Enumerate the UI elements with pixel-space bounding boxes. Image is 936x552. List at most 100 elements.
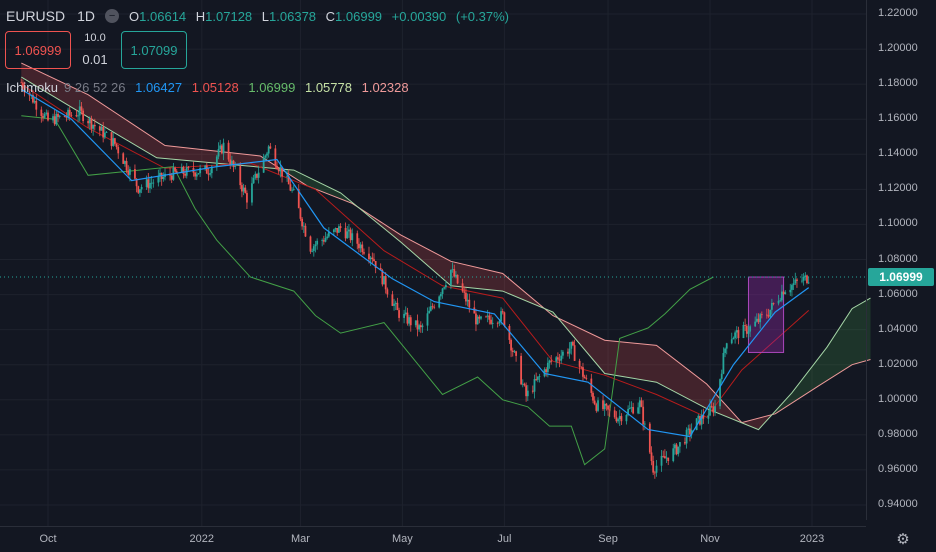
candle-body-140 — [348, 229, 350, 232]
candle-body-110 — [277, 169, 280, 172]
candle-body-218 — [531, 390, 534, 392]
candle-body-305 — [734, 332, 736, 338]
candle-body-44 — [124, 161, 126, 164]
price-tick-9: 1.04000 — [878, 322, 918, 335]
candle-body-271 — [653, 472, 656, 474]
candle-body-186 — [455, 274, 457, 277]
candle-body-150 — [371, 257, 374, 260]
candle-body-289 — [697, 415, 700, 419]
price-tick-4: 1.14000 — [878, 147, 918, 160]
candle-body-98 — [251, 183, 253, 203]
candle-body-307 — [737, 330, 740, 339]
lead-b-line — [21, 62, 871, 424]
base-line — [21, 83, 810, 418]
candle-body-84 — [217, 148, 220, 157]
candle-body-132 — [327, 231, 330, 237]
candle-body-54 — [147, 179, 150, 189]
candle-body-269 — [650, 452, 653, 461]
timeframe-label[interactable]: 1D — [77, 8, 96, 24]
candle-body-206 — [501, 311, 504, 313]
candle-body-326 — [782, 291, 785, 295]
quantity-value[interactable]: 10.0 — [84, 32, 106, 44]
cloud-segment-3 — [546, 309, 557, 318]
candle-body-79 — [205, 165, 208, 174]
candle-body-78 — [204, 165, 207, 168]
candle-body-204 — [498, 321, 501, 324]
cloud-segment-5 — [773, 298, 871, 415]
time-tick-5: Sep — [598, 533, 618, 545]
candle-body-164 — [404, 312, 407, 314]
candle-body-319 — [767, 315, 770, 317]
candle-body-111 — [279, 167, 282, 172]
candle-body-0 — [20, 82, 23, 84]
candle-body-216 — [525, 385, 528, 397]
candle-body-302 — [725, 343, 728, 349]
candle-body-235 — [570, 341, 573, 349]
symbol-name[interactable]: EURUSD — [6, 8, 66, 24]
candle-body-288 — [695, 418, 698, 431]
candle-body-169 — [416, 320, 419, 330]
candle-body-24 — [77, 115, 79, 117]
candle-body-229 — [556, 357, 559, 360]
candle-body-262 — [632, 407, 635, 414]
candle-body-200 — [488, 315, 491, 320]
candle-body-59 — [159, 172, 161, 177]
candle-body-230 — [558, 359, 561, 361]
candle-body-146 — [361, 244, 364, 253]
candle-body-94 — [241, 185, 243, 192]
sell-button[interactable]: 1.06999 — [5, 31, 71, 69]
candle-body-264 — [638, 400, 641, 408]
candle-body-270 — [652, 460, 655, 473]
cloud-segment-2 — [358, 207, 543, 308]
price-scale[interactable] — [866, 0, 936, 520]
candle-body-258 — [625, 414, 628, 422]
candle-body-97 — [246, 193, 248, 203]
candle-body-246 — [595, 404, 598, 411]
candle-body-130 — [324, 238, 327, 242]
candle-body-318 — [765, 314, 768, 316]
candle-body-281 — [677, 446, 680, 455]
ichimoku-legend[interactable]: Ichimoku 9 26 52 26 1.06427 1.05128 1.069… — [6, 80, 415, 95]
candle-body-19 — [65, 116, 68, 118]
candle-body-173 — [426, 313, 429, 326]
candle-body-184 — [451, 269, 454, 270]
candle-body-93 — [239, 166, 242, 186]
candle-body-219 — [533, 379, 536, 392]
candle-body-117 — [292, 189, 295, 190]
minus-circle-icon[interactable]: − — [105, 9, 120, 23]
candle-body-109 — [276, 166, 278, 170]
candles — [20, 78, 810, 479]
candle-body-6 — [33, 100, 36, 103]
price-tick-7: 1.08000 — [878, 252, 918, 265]
candle-body-256 — [618, 416, 621, 420]
candle-body-139 — [346, 231, 349, 239]
candle-body-196 — [478, 316, 481, 319]
gear-icon[interactable]: ⚙ — [896, 531, 910, 548]
time-tick-1: 2022 — [189, 533, 215, 545]
lead1-value: 1.05778 — [304, 80, 352, 95]
candle-body-185 — [453, 269, 456, 277]
candle-body-179 — [439, 293, 442, 297]
candle-body-89 — [229, 159, 232, 165]
candle-body-331 — [794, 279, 797, 284]
candle-body-90 — [230, 160, 233, 165]
candle-body-100 — [254, 173, 257, 179]
candle-body-39 — [112, 138, 115, 146]
low-value: 1.06378 — [269, 8, 317, 24]
spread-value: 0.01 — [82, 52, 108, 67]
candle-body-251 — [607, 405, 609, 410]
candle-body-257 — [620, 416, 623, 422]
candle-body-301 — [724, 348, 726, 353]
time-scale[interactable] — [0, 526, 866, 552]
candle-body-45 — [125, 161, 128, 171]
candle-body-284 — [685, 429, 688, 444]
candle-body-203 — [496, 322, 499, 324]
candle-body-122 — [304, 225, 307, 237]
candle-body-36 — [103, 132, 106, 138]
candle-body-23 — [75, 115, 78, 117]
buy-button[interactable]: 1.07099 — [121, 31, 187, 69]
candle-body-275 — [663, 456, 666, 459]
candle-body-108 — [274, 148, 277, 167]
candle-body-151 — [373, 259, 375, 262]
